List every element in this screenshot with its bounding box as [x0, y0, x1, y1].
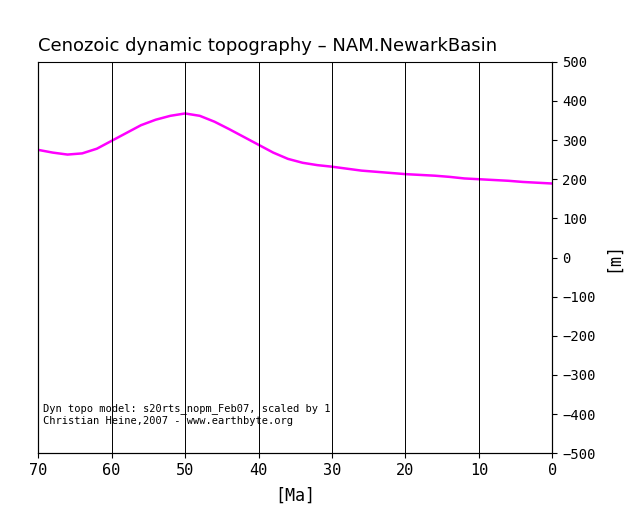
Y-axis label: [m]: [m]: [604, 243, 622, 272]
Text: Cenozoic dynamic topography – NAM.NewarkBasin: Cenozoic dynamic topography – NAM.Newark…: [38, 37, 497, 55]
X-axis label: [Ma]: [Ma]: [276, 486, 315, 504]
Text: Dyn topo model: s20rts_nopm_Feb07, scaled by 1
Christian Heine,2007 - www.earthb: Dyn topo model: s20rts_nopm_Feb07, scale…: [43, 403, 331, 426]
